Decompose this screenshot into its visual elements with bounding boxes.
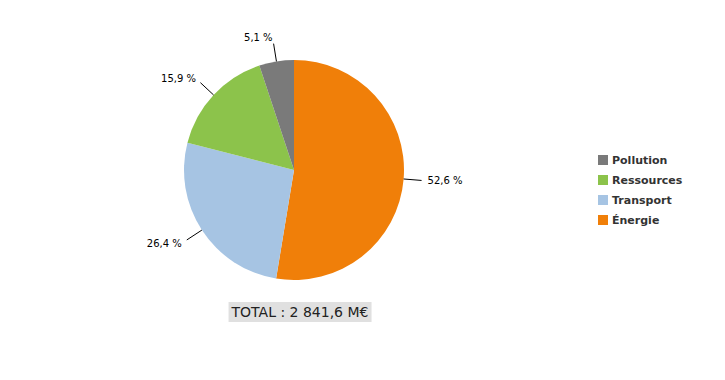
svg-text:52,6 %: 52,6 % bbox=[428, 175, 463, 186]
html-text:TOTAL : 2 841,6 M€: TOTAL : 2 841,6 M€ bbox=[231, 304, 369, 320]
svg-text:5,1 %: 5,1 % bbox=[244, 32, 273, 43]
html-text:Transport: Transport bbox=[612, 194, 672, 207]
html-text:Pollution: Pollution bbox=[612, 154, 668, 167]
html-text:Ressources: Ressources bbox=[612, 174, 683, 187]
svg-text:26,4 %: 26,4 % bbox=[147, 238, 182, 249]
html-text:Énergie: Énergie bbox=[612, 214, 660, 227]
svg-text:15,9 %: 15,9 % bbox=[161, 73, 196, 84]
